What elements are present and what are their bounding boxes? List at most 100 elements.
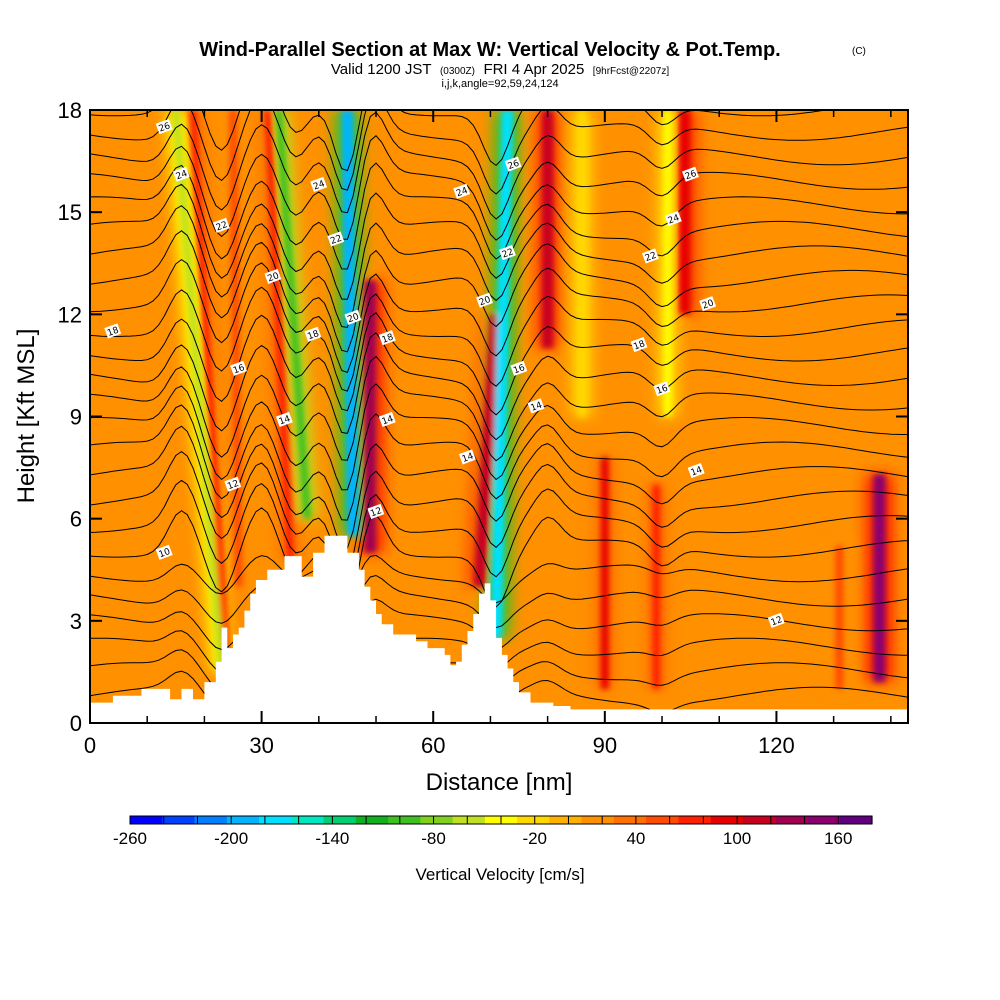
theta-contour-label: 24 [664,210,682,227]
theta-contour-line [90,286,908,392]
theta-contour-label-text: 10 [158,547,172,560]
colorbar: -260 -200 -140 -80 -20 40 100 160 [113,815,873,848]
theta-contour-label-text: 24 [455,186,469,199]
x-tick-label: 60 [421,733,445,758]
theta-contour-label-text: 14 [381,414,395,427]
theta-contour-label-text: 20 [266,271,280,284]
colorbar-swatch [130,816,163,824]
theta-contour-label: 14 [458,449,476,465]
theta-contour-label: 24 [172,166,190,182]
axes: 0 30 60 90 120 0 3 6 9 12 15 18 [58,98,908,758]
theta-contour-label-text: 26 [507,159,521,172]
theta-contour-line [90,507,908,613]
theta-contour-label-text: 20 [478,295,492,308]
theta-contour-label: 14 [275,411,293,428]
colorbar-swatch [517,816,550,824]
theta-contour-label-text: 18 [381,332,395,345]
theta-contour-label: 14 [527,398,545,414]
theta-contour-label-text: 22 [215,220,229,233]
colorbar-tick-label: 40 [626,829,645,848]
theta-contour-label: 18 [104,323,122,339]
colorbar-swatch [710,816,744,824]
colorbar-swatch [807,816,841,824]
theta-contour-label: 22 [327,231,345,247]
theta-contour-line [90,383,908,491]
colorbar-swatch [581,816,615,824]
plot-area: 10 12 12 12 14 14 14 14 14 16 16 16 18 18 18 18 20 20 20 20… [90,110,908,723]
colorbar-swatch [452,816,486,824]
theta-contour-label-text: 12 [226,479,240,492]
theta-contour-line [90,183,908,300]
theta-contour-label: 12 [767,612,785,628]
colorbar-tick-label: -260 [113,829,147,848]
colorbar-swatch [775,816,809,824]
forecast-label: [9hrFcst@2207z] [593,66,670,77]
theta-contour-label-text: 22 [501,247,515,260]
theta-contour-line [90,205,908,328]
colorbar-swatch [420,816,454,824]
theta-contour-line [90,312,908,416]
theta-contour-label-text: 20 [701,298,715,311]
theta-contour-label-text: 12 [369,506,383,519]
theta-contour-label: 16 [510,360,528,376]
updraft-core [188,110,232,672]
theta-contour-label: 22 [212,217,230,233]
x-tick-label: 0 [84,733,96,758]
theta-contour-line [90,332,908,441]
theta-contour-line [90,134,908,241]
theta-contour-label: 14 [687,462,705,479]
theta-contour-label-text: 16 [512,363,526,376]
x-tick-label: 120 [758,733,795,758]
colorbar-swatch [646,816,680,824]
theta-contour-label: 18 [304,326,322,342]
x-tick-label: 30 [249,733,273,758]
colorbar-swatch [194,816,228,824]
theta-contour-label: 18 [378,330,396,346]
colorbar-tick-label: 100 [723,829,751,848]
theta-contour-line [90,425,908,549]
theta-contour-label: 20 [476,292,493,308]
theta-contour-label: 10 [155,544,173,560]
colorbar-swatch [323,816,357,824]
chart-subtitle: Valid 1200 JST (0300Z) FRI 4 Apr 2025 [9… [331,61,669,78]
colorbar-swatch [291,816,325,824]
colorbar-swatch [226,816,260,824]
y-tick-label: 12 [58,302,82,327]
theta-contour-label: 12 [224,476,242,492]
colorbar-swatch [742,816,776,824]
downdraft-core [274,110,312,519]
valid-time-label: Valid 1200 JST [331,61,432,78]
theta-contour-label: 20 [699,296,717,312]
theta-contour-label: 26 [155,118,173,135]
theta-contour-line [90,162,908,270]
y-tick-label: 18 [58,98,82,123]
updraft-core [263,110,295,560]
chart-title: Wind-Parallel Section at Max W: Vertical… [199,39,780,61]
theta-contour-label: 14 [378,411,396,428]
updraft-core [541,110,554,349]
updraft-core [678,110,691,315]
theta-contour-label-text: 22 [644,251,658,264]
theta-contour-label: 26 [504,156,522,172]
theta-contour-line [90,554,908,604]
colorbar-swatch [259,816,292,824]
colorbar-swatch [678,816,712,824]
updraft-core [835,545,844,689]
theta-contour-label-text: 22 [329,234,343,247]
x-tick-label: 90 [593,733,617,758]
theta-contour-label-text: 12 [770,615,784,628]
downdraft-core [663,110,672,417]
theta-contour-label: 20 [264,268,282,284]
title-mark: (C) [852,46,866,57]
theta-contour-label: 22 [498,245,516,261]
colorbar-swatch [839,816,873,824]
theta-contour-label-text: 26 [684,169,698,182]
colorbar-tick-label: 160 [824,829,852,848]
colorbar-tick-label: -20 [522,829,547,848]
updraft-core [600,457,609,689]
valid-date-label: FRI 4 Apr 2025 [483,61,584,78]
theta-contour-label-text: 14 [690,465,704,478]
updraft-core [229,110,243,587]
theta-contour-label-text: 24 [175,169,189,182]
